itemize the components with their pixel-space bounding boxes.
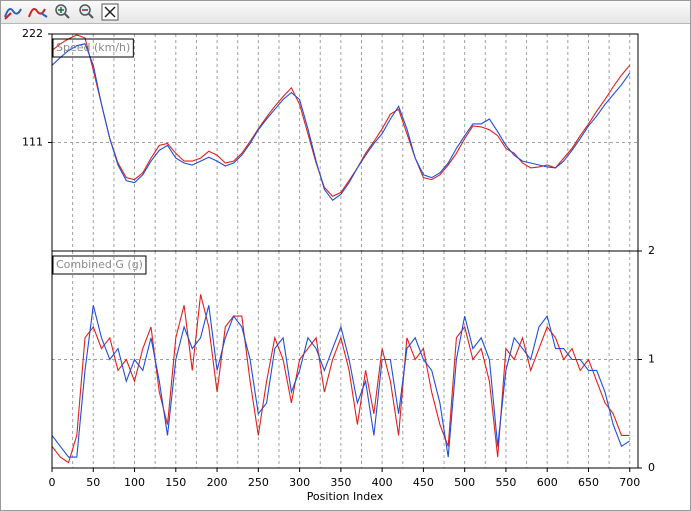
- panel-title-box: [52, 38, 134, 58]
- x-tick-label: 100: [124, 476, 145, 489]
- x-tick-label: 0: [49, 476, 56, 489]
- x-tick-label: 200: [207, 476, 228, 489]
- plot-frame: [51, 250, 639, 469]
- y-tick-label: 1: [648, 353, 655, 366]
- series-line: [51, 305, 631, 458]
- toolbar: [1, 1, 690, 24]
- chart: 111 222 Speed (km/h) 0 1 2 Combined G (g) 0 50 10…: [22, 27, 655, 503]
- x-tick-label: 350: [330, 476, 351, 489]
- x-tick-label: 50: [86, 476, 100, 489]
- toolbar-icons: [4, 3, 119, 21]
- x-axis-label: Position Index: [307, 490, 384, 503]
- x-tick-label: 550: [495, 476, 516, 489]
- panel-title: Combined G (g): [56, 258, 143, 271]
- tool-button[interactable]: [4, 8, 22, 20]
- y-tick-label: 222: [22, 27, 43, 40]
- series-line: [51, 294, 630, 464]
- series-line: [51, 34, 631, 197]
- panel-title: Speed (km/h): [56, 41, 130, 54]
- tool-button[interactable]: [28, 8, 48, 18]
- x-tick-label: 150: [165, 476, 186, 489]
- panel-title-box: [52, 255, 147, 275]
- y-tick-label: 0: [648, 461, 655, 474]
- y-tick-label: 2: [648, 244, 655, 257]
- x-tick-label: 450: [413, 476, 434, 489]
- zoom-out-button[interactable]: [79, 4, 94, 19]
- x-tick-label: 400: [372, 476, 393, 489]
- x-tick-label: 300: [289, 476, 310, 489]
- x-tick-label: 600: [537, 476, 558, 489]
- series-line: [51, 43, 631, 201]
- x-tick-label: 500: [454, 476, 475, 489]
- x-tick-label: 650: [578, 476, 599, 489]
- fit-button[interactable]: [101, 3, 119, 21]
- x-tick-label: 700: [619, 476, 640, 489]
- y-tick-label: 111: [22, 136, 43, 149]
- zoom-in-button[interactable]: [55, 4, 70, 19]
- x-tick-label: 250: [248, 476, 269, 489]
